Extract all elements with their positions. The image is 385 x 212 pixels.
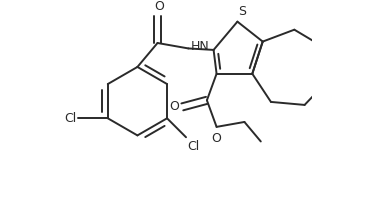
Text: O: O	[212, 132, 221, 145]
Text: Cl: Cl	[187, 140, 199, 153]
Text: Cl: Cl	[65, 112, 77, 125]
Text: O: O	[169, 100, 179, 113]
Text: HN: HN	[191, 40, 209, 53]
Text: S: S	[238, 5, 246, 18]
Text: O: O	[154, 0, 164, 13]
